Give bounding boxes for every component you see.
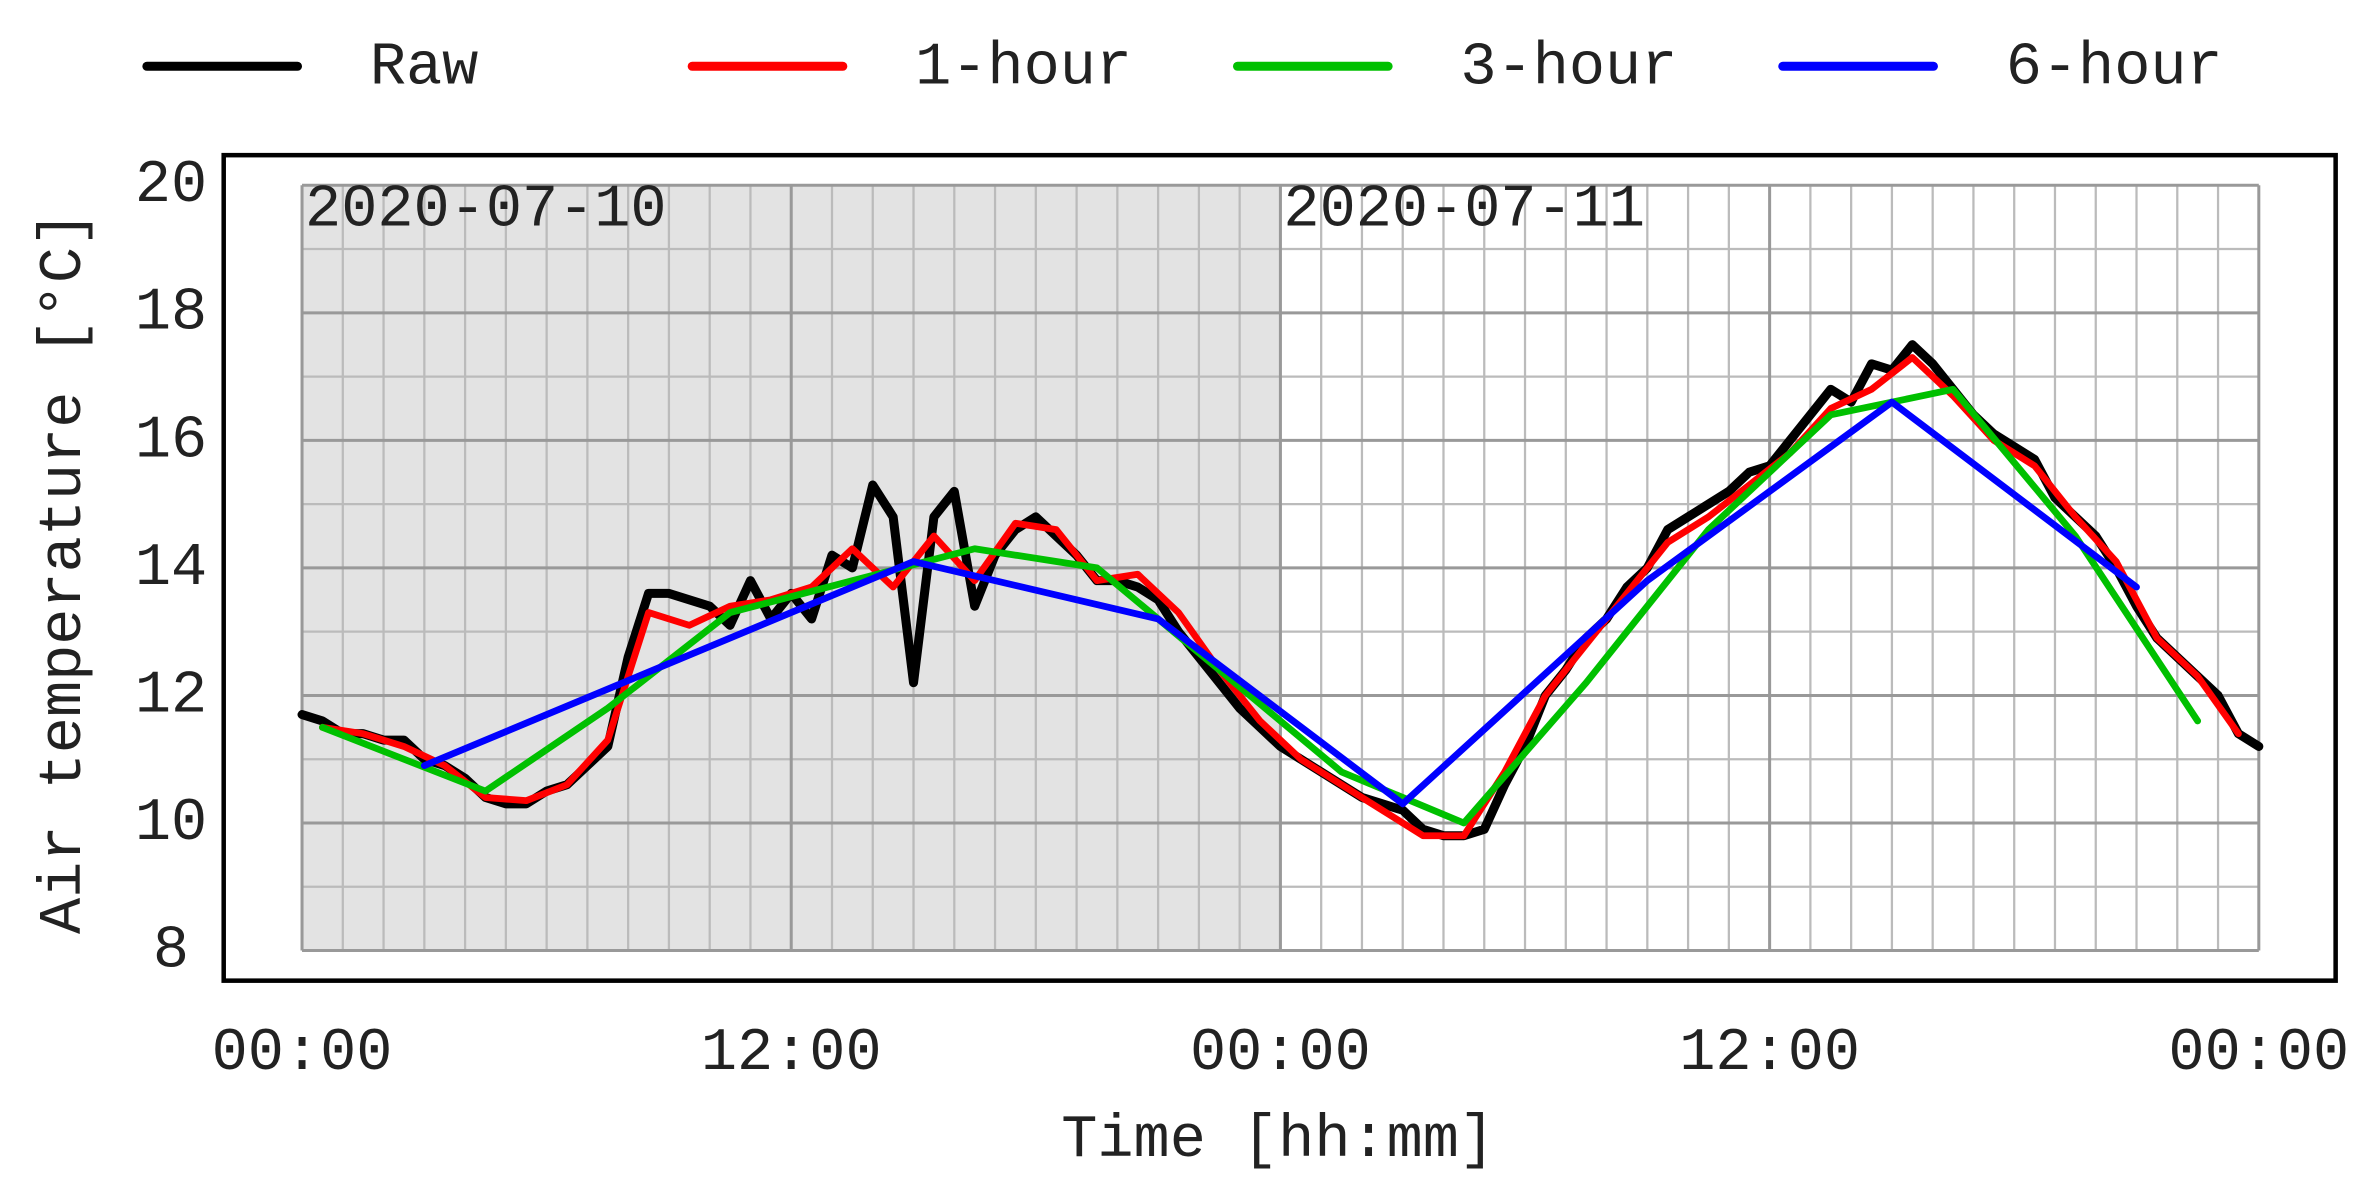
series-line bbox=[420, 398, 2140, 808]
legend-label: 3-hour bbox=[1460, 35, 1677, 103]
x-tick-label: 00:00 bbox=[212, 1020, 393, 1088]
legend-label: 6-hour bbox=[2006, 35, 2223, 103]
series-line bbox=[297, 340, 2264, 841]
x-tick-label: 00:00 bbox=[2168, 1020, 2349, 1088]
x-tick-label: 00:00 bbox=[1190, 1020, 1371, 1088]
x-axis-title: Time [hh:mm] bbox=[1061, 1107, 1495, 1175]
x-tick-label: 12:00 bbox=[701, 1020, 882, 1088]
legend-label: Raw bbox=[370, 35, 478, 103]
y-axis-title: Air temperature [°C] bbox=[31, 211, 99, 934]
date-annotation: 2020-07-10 bbox=[305, 176, 667, 244]
y-tick-label: 14 bbox=[135, 535, 207, 603]
legend-label: 1-hour bbox=[915, 35, 1132, 103]
series-line bbox=[319, 354, 2242, 840]
y-tick-label: 12 bbox=[135, 662, 207, 730]
date-annotation: 2020-07-11 bbox=[1283, 176, 1645, 244]
y-tick-label: 20 bbox=[135, 152, 207, 220]
lines-layer bbox=[297, 340, 2264, 841]
y-tick-label: 8 bbox=[153, 917, 189, 985]
y-tick-label: 10 bbox=[135, 790, 207, 858]
plot-frame bbox=[221, 152, 2338, 983]
y-tick-label: 16 bbox=[135, 407, 207, 475]
y-tick-label: 18 bbox=[135, 280, 207, 348]
x-tick-label: 12:00 bbox=[1679, 1020, 1860, 1088]
